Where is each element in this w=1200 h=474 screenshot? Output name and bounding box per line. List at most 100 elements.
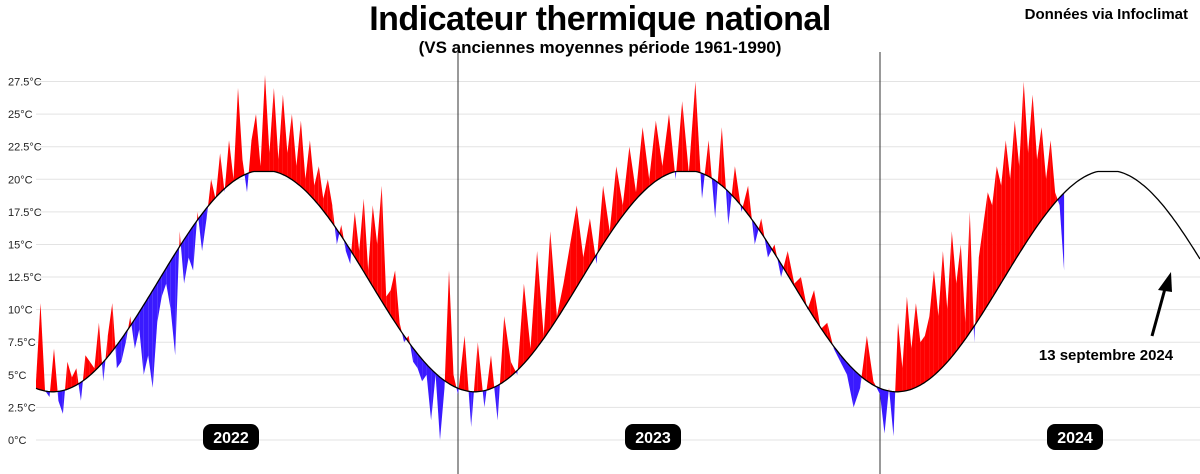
anomaly-below-normal [715,180,718,219]
anomaly-above-normal [987,192,993,305]
anomaly-below-normal [853,369,861,408]
anomaly-above-normal [616,166,623,225]
anomaly-above-normal [597,185,604,254]
anomaly-above-normal [477,342,483,392]
anomaly-above-normal [543,231,551,339]
anomaly-above-normal [642,127,650,193]
anomaly-above-normal [486,355,491,390]
anomaly-below-normal [767,243,772,258]
anomaly-above-normal [898,322,903,392]
anomaly-below-normal [157,275,162,323]
anomaly-below-normal [417,353,423,382]
anomaly-below-normal [62,389,65,414]
year-badge [203,424,259,450]
anomaly-below-normal [148,290,153,388]
anomaly-above-normal [1023,81,1029,247]
y-tick-label: 17.5°C [8,207,42,219]
anomaly-below-normal [180,239,185,284]
anomaly-above-normal [76,368,79,385]
y-tick-label: 22.5°C [8,142,42,154]
anomaly-above-normal [215,153,221,198]
y-tick-label: 27.5°C [8,77,42,89]
anomaly-above-normal [933,270,939,376]
anomaly-below-normal [880,388,885,434]
anomaly-above-normal [354,211,360,265]
anomaly-below-normal [58,390,63,414]
anomaly-above-normal [1050,140,1056,209]
y-tick-label: 15°C [8,239,33,251]
anomaly-below-normal [700,172,702,199]
anomaly-above-normal [453,374,457,388]
anomaly-above-normal [359,198,364,272]
anomaly-above-normal [287,114,292,180]
year-badge [1047,424,1103,450]
anomaly-below-normal [78,382,81,401]
anomaly-above-normal [915,303,921,388]
anomaly-above-normal [636,127,643,200]
anomaly-above-normal [827,322,833,346]
anomaly-above-normal [273,88,279,173]
anomaly-above-normal [399,322,402,333]
anomaly-above-normal [895,322,898,392]
anomaly-above-normal [911,303,916,390]
anomaly-below-normal [847,362,854,408]
anomaly-below-normal [725,189,729,225]
anomaly-below-normal [115,345,117,369]
anomaly-below-normal [973,326,975,343]
anomaly-below-normal [175,247,180,356]
anomaly-above-normal [491,355,495,389]
anomaly-below-normal [202,208,207,251]
anomaly-below-normal [751,219,755,245]
y-tick-label: 20°C [8,174,33,186]
anomaly-below-normal [484,390,487,408]
anomaly-above-normal [992,166,997,298]
anomaly-above-normal [105,335,108,360]
anomaly-above-normal [794,277,801,297]
anomaly-above-normal [504,316,511,382]
anomaly-above-normal [951,231,957,357]
anomaly-below-normal [350,249,352,264]
anomaly-above-normal [1037,127,1042,227]
anomaly-above-normal [662,114,669,177]
anomaly-above-normal [947,231,952,362]
year-label: 2024 [1057,430,1093,447]
y-tick-label: 5°C [8,370,27,382]
anomaly-below-normal [121,332,126,362]
anomaly-below-normal [193,220,197,271]
anomaly-below-normal [482,390,485,408]
anomaly-below-normal [80,380,83,401]
anomaly-above-normal [67,361,72,390]
anomaly-above-normal [260,75,265,172]
anomaly-below-normal [45,391,50,397]
anomaly-below-normal [131,319,135,349]
anomaly-above-normal [814,290,821,328]
anomaly-above-normal [537,251,544,348]
anomaly-above-normal [197,211,199,220]
anomaly-above-normal [942,251,948,367]
anomaly-above-normal [291,114,297,183]
anomaly-above-normal [1014,120,1020,261]
anomaly-below-normal [832,345,834,349]
anomaly-below-normal [728,191,732,225]
anomaly-above-normal [717,127,722,186]
anomaly-above-normal [649,120,656,187]
anomaly-above-normal [256,114,261,172]
anomaly-above-normal [742,185,749,215]
anomaly-above-normal [368,205,373,287]
anomaly-below-normal [198,213,203,251]
anomaly-above-normal [473,342,478,392]
anomaly-below-normal [334,226,337,245]
anomaly-above-normal [224,140,229,189]
anomaly-below-normal [840,354,847,375]
y-tick-label: 10°C [8,305,33,317]
anomaly-above-normal [309,140,315,200]
anomaly-below-normal [596,253,598,264]
anomaly-above-normal [363,198,369,279]
anomaly-above-normal [1010,120,1015,269]
anomaly-below-normal [1059,192,1065,271]
anomaly-above-normal [40,303,45,391]
anomaly-above-normal [65,361,68,390]
anomaly-above-normal [372,205,378,294]
anomaly-above-normal [377,185,382,302]
